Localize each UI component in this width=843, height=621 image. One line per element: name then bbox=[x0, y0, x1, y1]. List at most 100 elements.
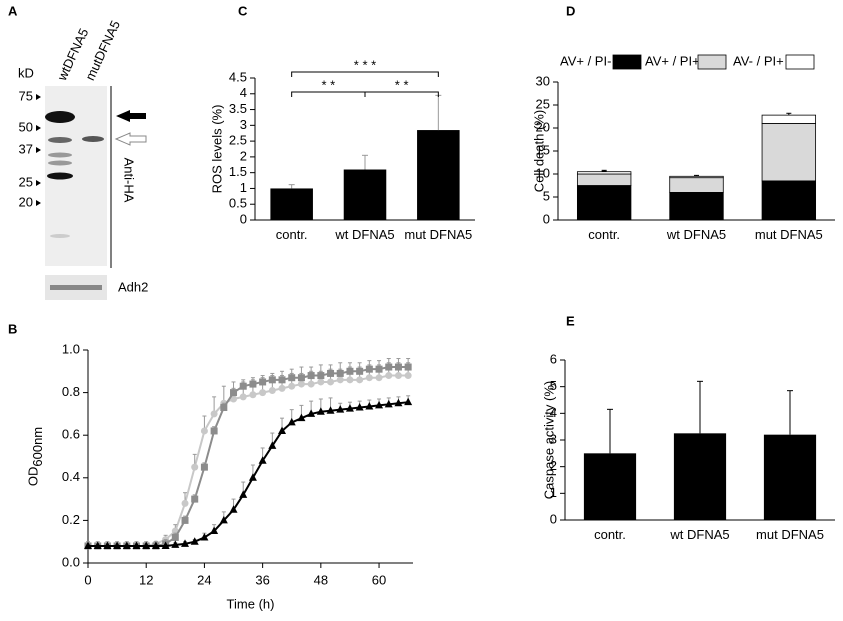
point bbox=[307, 372, 315, 380]
point bbox=[288, 382, 296, 390]
bar bbox=[673, 433, 727, 520]
x-tick-label: 48 bbox=[314, 572, 328, 587]
point bbox=[297, 413, 306, 422]
point bbox=[385, 363, 393, 371]
point bbox=[200, 427, 208, 435]
marker-tick bbox=[36, 94, 41, 100]
panel-letter: C bbox=[238, 3, 248, 18]
blot-header: kD bbox=[18, 65, 34, 80]
arrow bbox=[114, 132, 147, 146]
legend-label: AV+ / PI+ bbox=[645, 53, 700, 68]
blot-band bbox=[48, 160, 72, 166]
y-tick-label: 0.0 bbox=[62, 554, 80, 569]
y-tick-label: 25 bbox=[536, 96, 550, 111]
loading-label: Adh2 bbox=[118, 279, 148, 294]
y-tick-label: 3 bbox=[550, 431, 557, 446]
point bbox=[181, 499, 189, 507]
significance-bracket bbox=[364, 91, 439, 97]
point bbox=[336, 405, 345, 413]
y-axis-label-subscript: 600nm bbox=[30, 427, 45, 467]
y-tick-label: 5 bbox=[550, 378, 557, 393]
x-tick-label-box: wt DFNA5 bbox=[666, 227, 727, 242]
marker-label: 50 bbox=[19, 119, 33, 134]
bar bbox=[583, 453, 637, 520]
point bbox=[229, 505, 238, 513]
point bbox=[375, 374, 383, 382]
y-tick-label: 1.5 bbox=[229, 164, 247, 179]
point bbox=[171, 533, 179, 541]
blot-band bbox=[48, 137, 72, 143]
point bbox=[278, 376, 286, 384]
marker-label: 75 bbox=[19, 88, 33, 103]
y-tick-label: 20 bbox=[536, 119, 550, 134]
y-tick-label: 0.6 bbox=[62, 427, 80, 442]
point bbox=[200, 463, 208, 471]
x-tick-label: wt DFNA5 bbox=[666, 227, 727, 242]
point bbox=[384, 399, 393, 408]
point bbox=[219, 515, 228, 524]
point bbox=[394, 363, 402, 371]
point bbox=[239, 393, 247, 401]
legend-swatch bbox=[697, 54, 727, 70]
y-tick-label: 3.5 bbox=[229, 101, 247, 116]
y-tick-label: 4 bbox=[240, 85, 247, 100]
point bbox=[355, 403, 364, 411]
point bbox=[375, 400, 384, 409]
x-tick-label-box: mut DFNA5 bbox=[755, 227, 823, 242]
point bbox=[307, 409, 316, 417]
point bbox=[278, 426, 287, 434]
x-tick-label-box: wt DFNA5 bbox=[335, 227, 394, 242]
x-tick-label-box: contr. bbox=[594, 527, 626, 542]
point bbox=[346, 367, 354, 375]
y-axis-label: Caspase activity (%) bbox=[541, 381, 556, 499]
x-tick-label: mut DFNA5 bbox=[404, 227, 473, 242]
bar-segment bbox=[669, 177, 724, 193]
significance-label: * * bbox=[395, 77, 409, 92]
y-axis-label: Cell death (%) bbox=[531, 110, 546, 192]
point bbox=[249, 380, 257, 388]
y-tick-label: 10 bbox=[536, 165, 550, 180]
y-tick-label: 30 bbox=[536, 73, 550, 88]
point bbox=[317, 372, 325, 380]
blot-band bbox=[45, 111, 75, 123]
point bbox=[365, 401, 374, 410]
point bbox=[327, 378, 335, 386]
blot-band bbox=[48, 152, 72, 158]
marker-tick bbox=[36, 200, 41, 206]
panel-letter: B bbox=[8, 321, 17, 336]
y-tick-label: 0.2 bbox=[62, 512, 80, 527]
significance-label: * * bbox=[321, 77, 335, 92]
point bbox=[113, 541, 122, 549]
point bbox=[327, 369, 335, 377]
point bbox=[356, 367, 364, 375]
point bbox=[122, 541, 131, 549]
x-axis-label: Time (h) bbox=[227, 596, 275, 611]
series-line bbox=[88, 401, 409, 547]
x-tick-label: 12 bbox=[139, 572, 153, 587]
point bbox=[249, 391, 257, 399]
y-tick-label: 3 bbox=[240, 117, 247, 132]
point bbox=[239, 490, 248, 498]
marker-label: 37 bbox=[19, 141, 33, 156]
point bbox=[385, 372, 393, 380]
marker-tick bbox=[36, 147, 41, 153]
marker-label: 25 bbox=[19, 174, 33, 189]
point bbox=[181, 516, 189, 524]
point bbox=[210, 427, 218, 435]
point bbox=[326, 406, 335, 414]
x-tick-label: 24 bbox=[197, 572, 211, 587]
point bbox=[268, 441, 277, 449]
antibody-label: Anti-HA bbox=[122, 158, 137, 203]
point bbox=[365, 365, 373, 373]
point bbox=[404, 363, 412, 371]
point bbox=[316, 407, 325, 415]
blot-band bbox=[82, 136, 104, 142]
point bbox=[230, 395, 238, 403]
point bbox=[278, 384, 286, 392]
point bbox=[258, 456, 267, 464]
point bbox=[161, 541, 170, 549]
x-tick-label-box: contr. bbox=[588, 227, 620, 242]
y-tick-label: 2.5 bbox=[229, 133, 247, 148]
y-tick-label: 0.4 bbox=[62, 469, 80, 484]
x-tick-label-box: mut DFNA5 bbox=[404, 227, 473, 242]
